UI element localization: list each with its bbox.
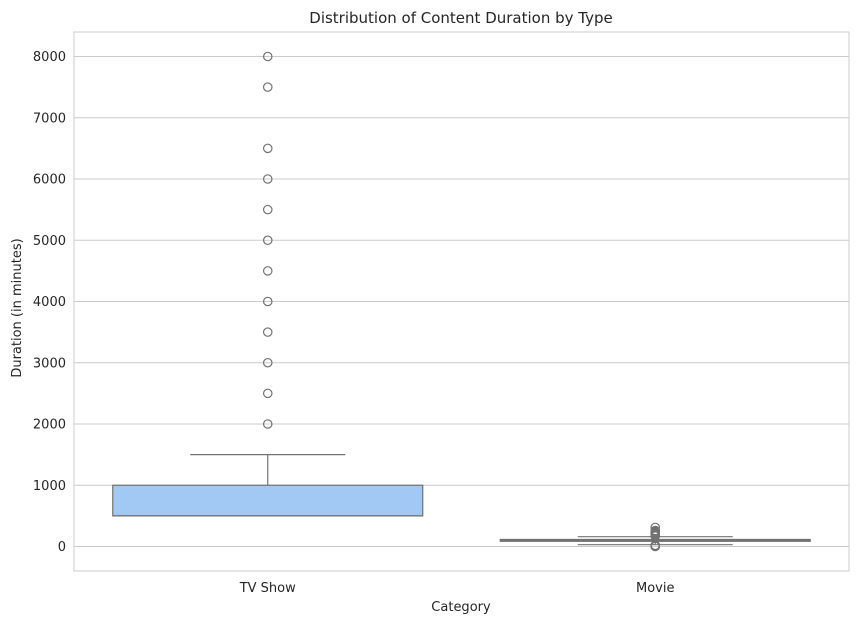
y-tick-label: 4000 [33,295,66,310]
box-movie [499,522,811,552]
y-tick-label: 3000 [33,356,66,371]
outlier-point [262,388,273,399]
outlier-point [262,143,273,154]
outlier-point [650,540,661,551]
iqr-box [112,484,424,517]
y-axis-ticks: 0 1000 2000 3000 4000 5000 6000 7000 8000 [33,50,66,555]
box-series [112,51,811,552]
x-axis-ticks: TV Show Movie [239,581,675,596]
outlier-point [262,327,273,337]
outlier-point [262,235,273,246]
y-tick-label: 1000 [33,479,66,494]
outlier-point [650,522,661,533]
outlier-point [262,296,273,307]
outlier-point [650,525,661,536]
x-tick-label: TV Show [239,581,296,596]
y-tick-label: 6000 [33,173,66,188]
y-gridlines [74,56,849,547]
outlier-point [262,419,273,429]
outlier-point [262,266,273,276]
box-tv-show [112,51,424,517]
y-axis-label: Duration (in minutes) [10,238,25,377]
x-tick-label: Movie [636,581,674,596]
outlier-point [262,174,273,184]
chart-title: Distribution of Content Duration by Type [309,9,612,27]
x-axis-label: Category [431,600,491,615]
outlier-point [262,51,273,62]
y-tick-label: 2000 [33,418,66,433]
plot-area-frame [73,31,850,572]
outlier-point [262,82,273,92]
outlier-point [262,204,273,215]
outlier-point [262,357,273,368]
y-tick-label: 0 [58,540,66,555]
y-tick-label: 5000 [33,234,66,249]
y-tick-label: 7000 [33,111,66,126]
y-tick-label: 8000 [33,50,66,65]
